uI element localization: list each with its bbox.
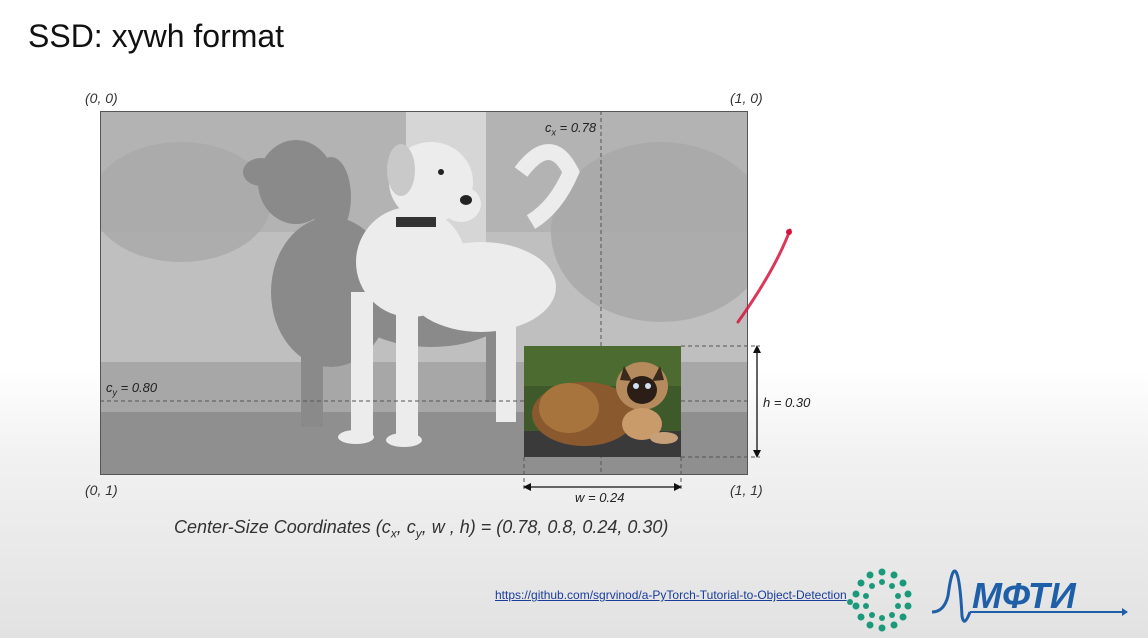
mipt-logo-label: МФТИ xyxy=(972,575,1077,616)
source-link[interactable]: https://github.com/sgrvinod/a-PyTorch-Tu… xyxy=(495,588,847,602)
mipt-logo-mark xyxy=(846,566,918,639)
corner-label-bottom-left: (0, 1) xyxy=(85,482,118,498)
mipt-logo-text: МФТИ xyxy=(930,566,1130,637)
center-size-formula: Center-Size Coordinates (cx, cy, w , h) … xyxy=(174,517,669,541)
corner-label-top-right: (1, 0) xyxy=(730,90,763,106)
corner-label-top-left: (0, 0) xyxy=(85,90,118,106)
corner-label-bottom-right: (1, 1) xyxy=(730,482,763,498)
cat-photo xyxy=(524,346,681,457)
slide-title: SSD: xywh format xyxy=(28,18,285,54)
width-label: w = 0.24 xyxy=(575,490,625,505)
cy-label: cy = 0.80 xyxy=(106,380,158,398)
cx-label: cx = 0.78 xyxy=(545,120,597,138)
height-label: h = 0.30 xyxy=(763,395,811,410)
dogs-photo xyxy=(100,111,748,475)
